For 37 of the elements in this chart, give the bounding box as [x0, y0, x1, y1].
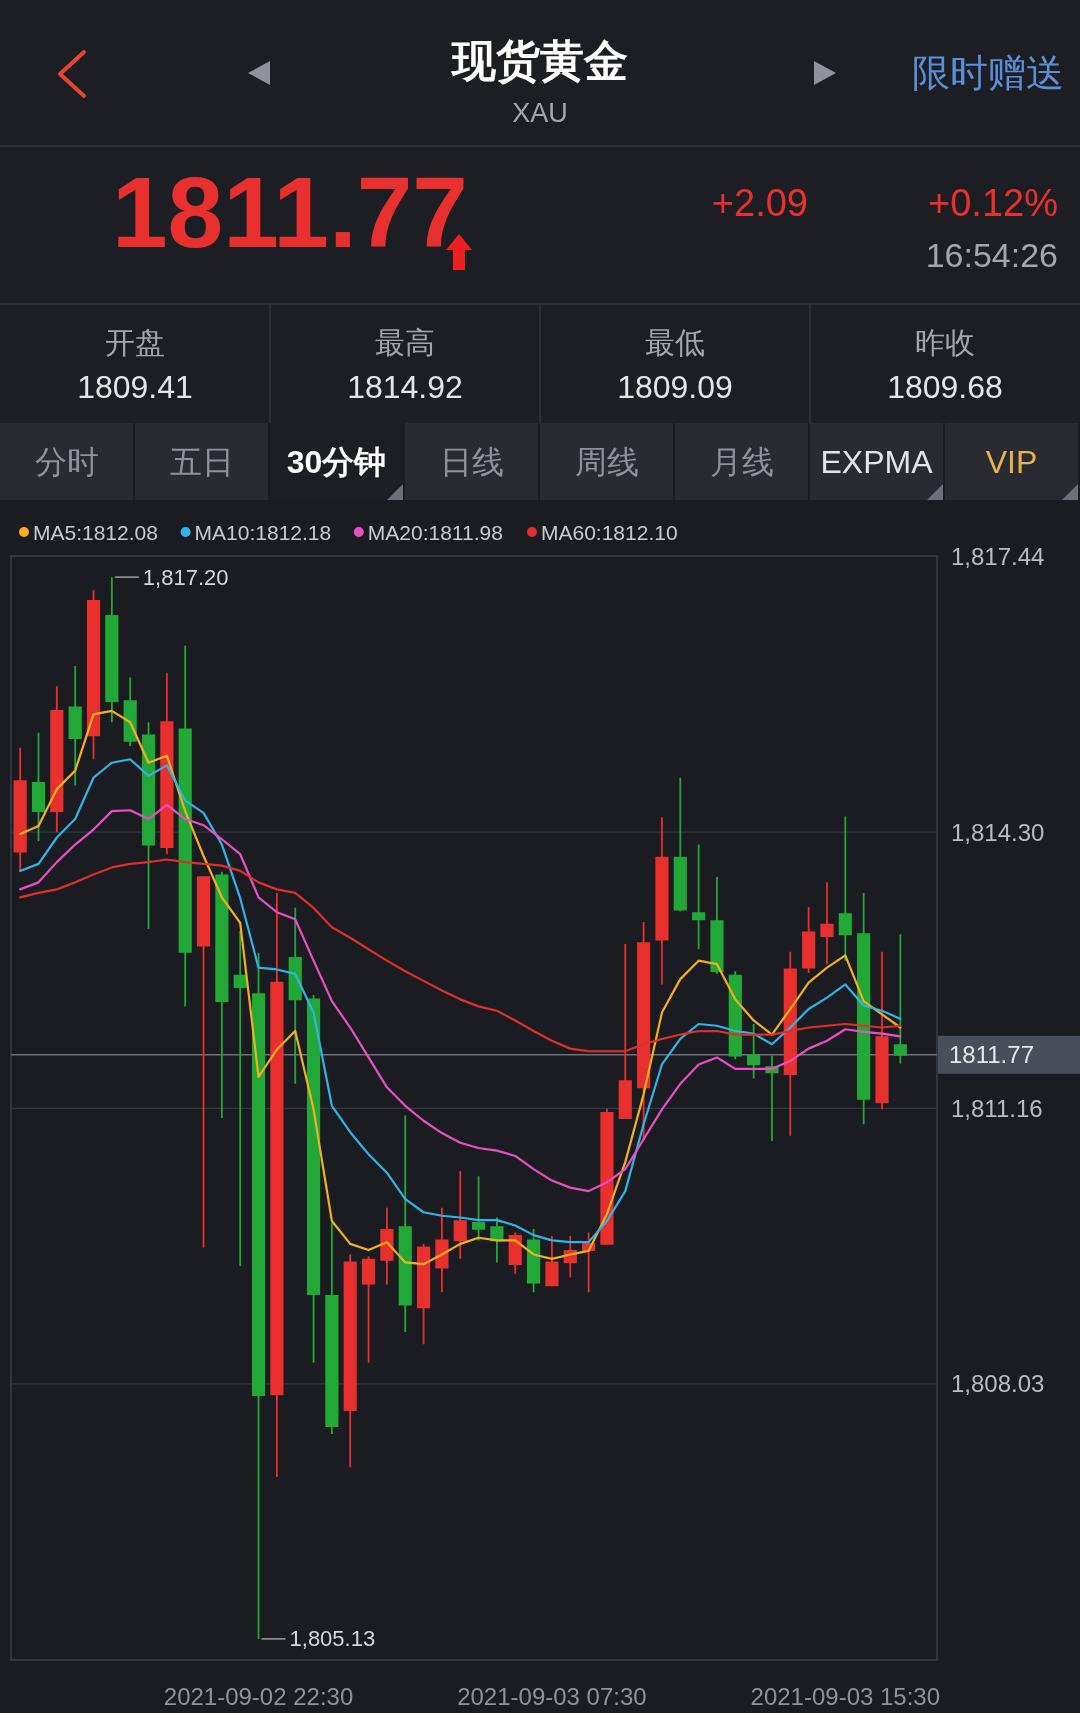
y-tick-label: 1,814.30	[951, 818, 1045, 846]
x-tick-label: 2021-09-03 15:30	[750, 1682, 941, 1710]
text: 昨收	[915, 325, 975, 359]
text: 月线	[709, 444, 774, 480]
text: VIP	[985, 444, 1038, 480]
legend-label: MA5:1812.08	[33, 520, 158, 544]
text: XAU	[512, 98, 568, 128]
x-tick-label: 2021-09-03 07:30	[457, 1682, 647, 1710]
text: 1814.92	[347, 369, 463, 405]
text: 开盘	[105, 325, 165, 359]
text: 1809.41	[77, 369, 193, 405]
annotation: 1,805.13	[289, 1626, 376, 1652]
text: 1811.77	[112, 156, 468, 268]
text: EXPMA	[820, 444, 934, 480]
y-tick-label: 1,808.03	[951, 1370, 1045, 1398]
text: 最低	[645, 325, 705, 359]
ref-line-label: 1811.77	[949, 1041, 1034, 1069]
text: 日线	[439, 444, 504, 480]
text: +0.12%	[928, 182, 1058, 224]
annotation: 1,817.20	[142, 564, 229, 590]
y-tick-label: 1,811.16	[951, 1094, 1043, 1122]
text: 限时赠送	[912, 52, 1064, 94]
y-tick-label: 1,817.44	[951, 542, 1045, 570]
text: 1809.68	[887, 369, 1003, 405]
legend-label: MA60:1812.10	[541, 520, 678, 544]
text: 1809.09	[617, 369, 733, 405]
legend-label: MA10:1812.18	[194, 520, 332, 544]
text: 周线	[574, 444, 639, 480]
text: 分时	[34, 444, 99, 480]
text: +2.09	[711, 182, 808, 224]
x-tick-label: 2021-09-02 22:30	[163, 1682, 354, 1710]
text: 五日	[169, 444, 234, 480]
text: 最高	[375, 325, 435, 359]
legend-label: MA20:1811.98	[367, 520, 503, 544]
text: 16:54:26	[925, 236, 1058, 274]
text: 现货黄金	[450, 35, 628, 85]
text: 30分钟	[286, 444, 387, 480]
